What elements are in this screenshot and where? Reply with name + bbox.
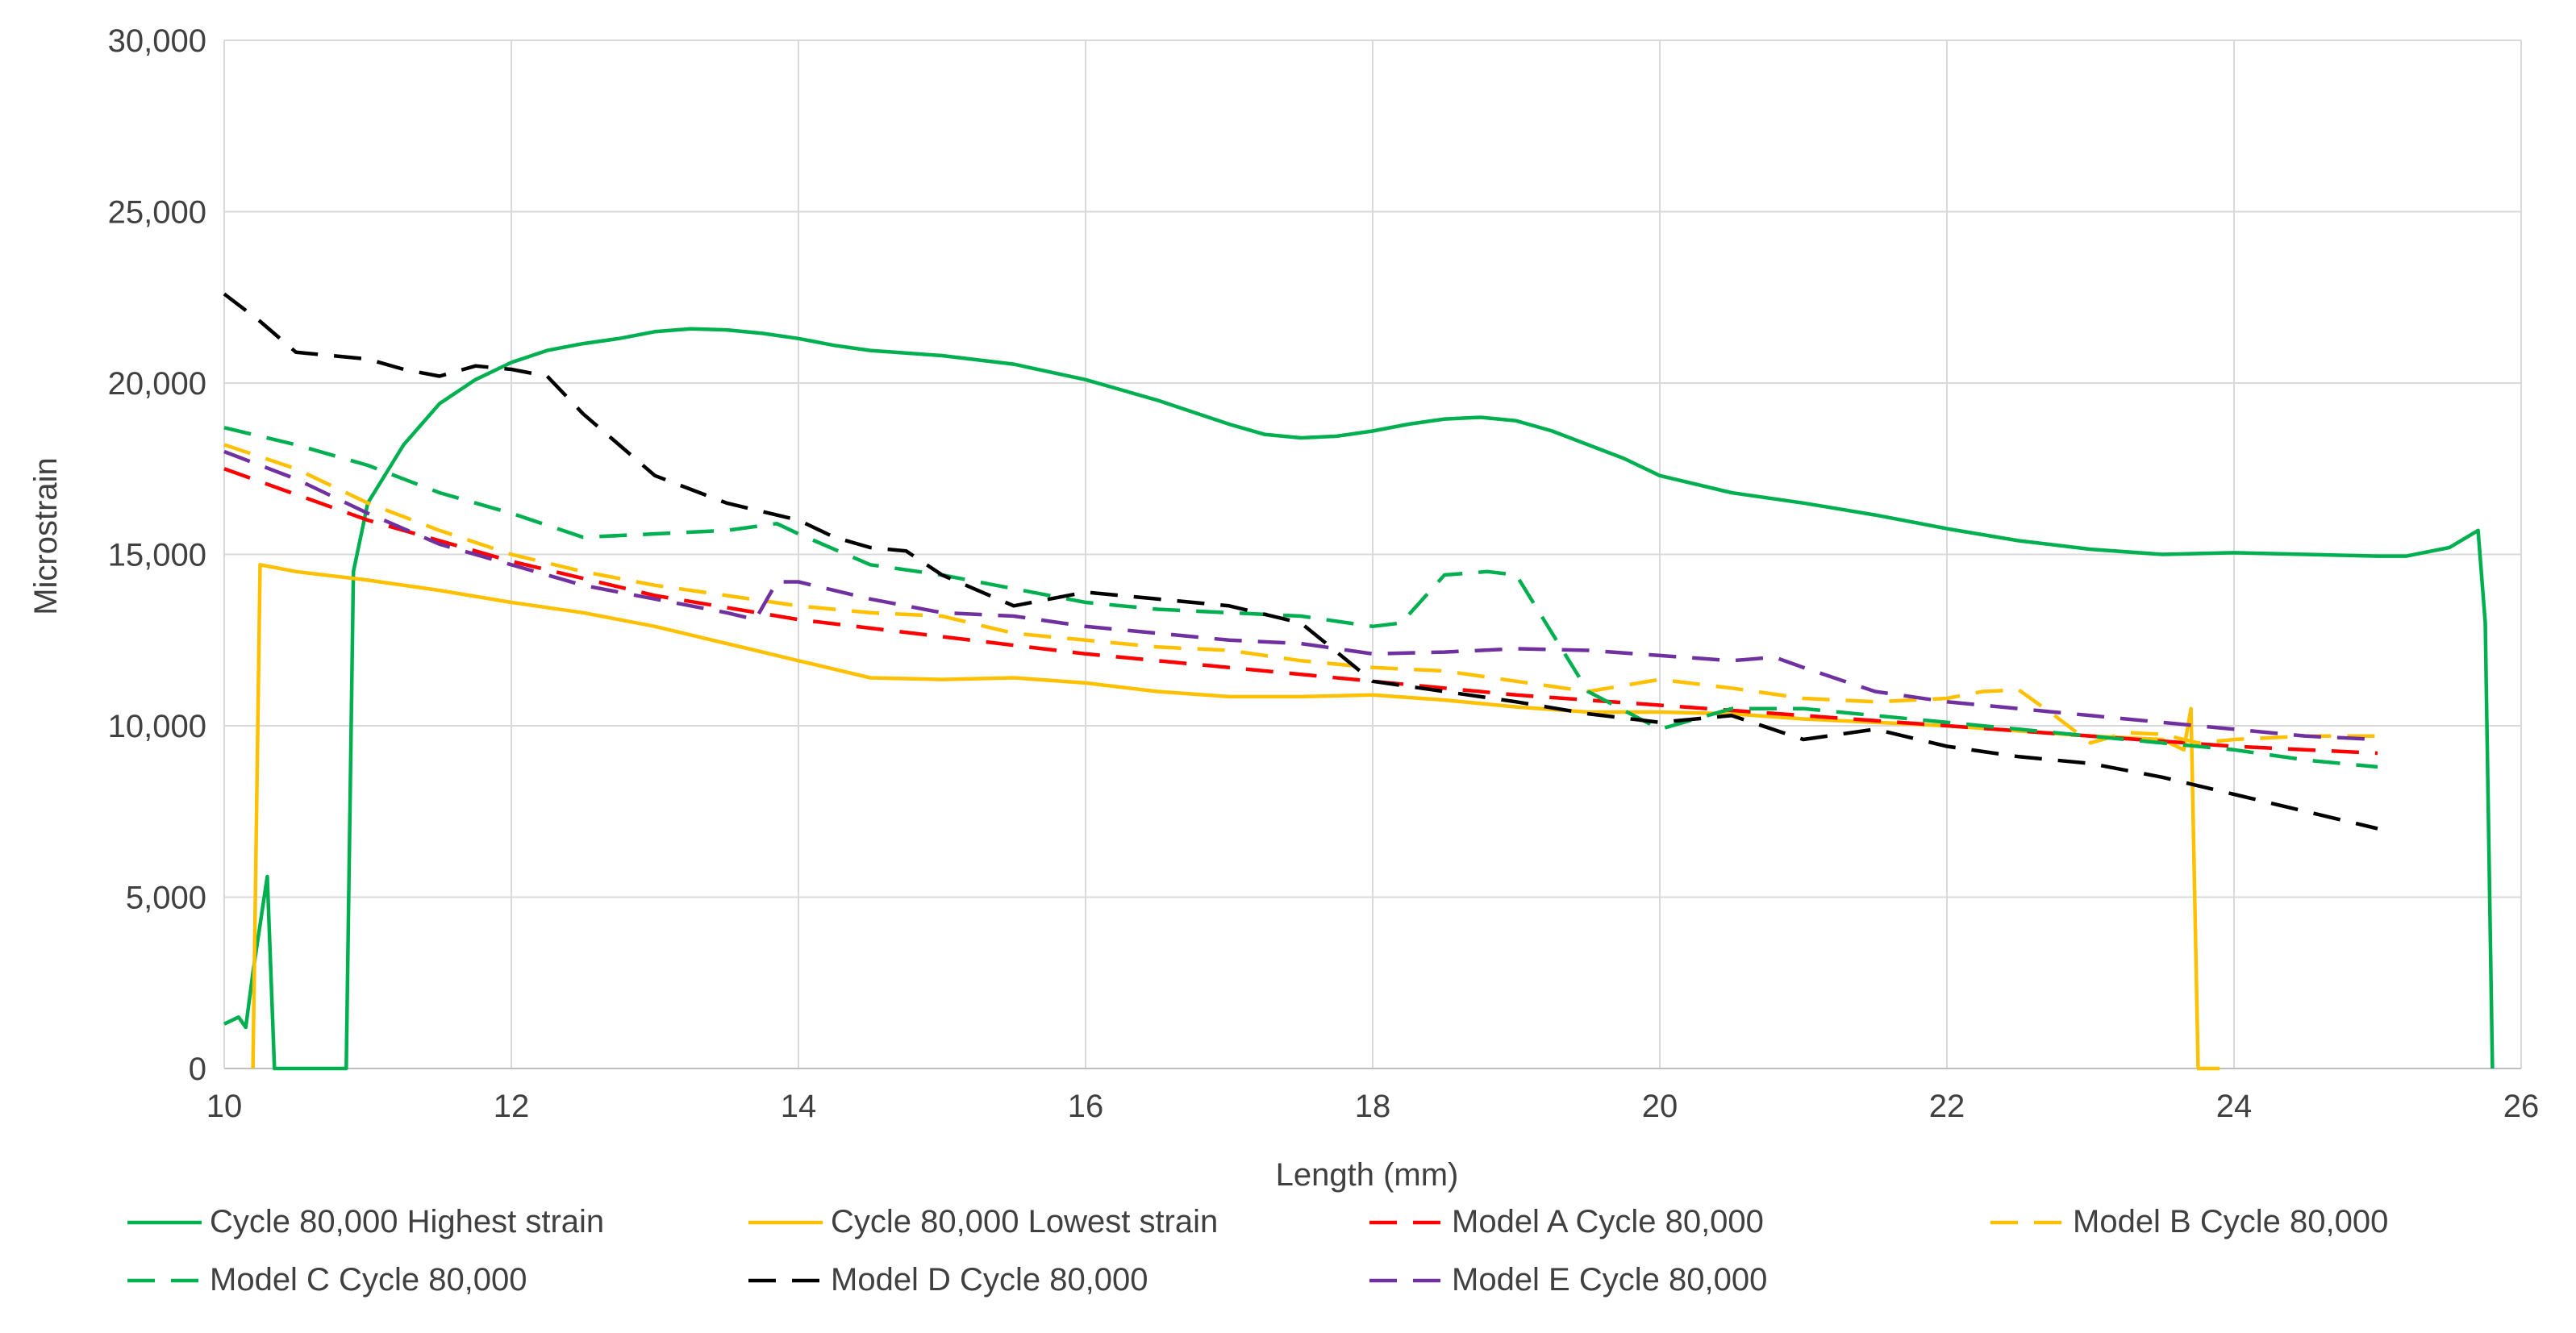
x-tick-label: 14 [781, 1089, 817, 1124]
legend: Cycle 80,000 Highest strain Cycle 80,000 … [127, 1204, 2388, 1298]
series-line-7 [223, 449, 2378, 742]
series-line-3 [223, 467, 2378, 756]
x-tick-label: 22 [1929, 1089, 1965, 1124]
legend-item-6: Model D Cycle 80,000 [748, 1262, 1148, 1298]
y-tick-label: 25,000 [108, 195, 206, 231]
series-line-1 [223, 327, 2495, 1071]
y-tick-label: 30,000 [108, 23, 206, 59]
x-tick-label: 20 [1642, 1089, 1678, 1124]
y-tick-label: 0 [189, 1052, 206, 1087]
x-tick-label: 10 [206, 1089, 243, 1124]
legend-label: Model C Cycle 80,000 [210, 1262, 527, 1298]
series-line-4 [223, 443, 2378, 745]
legend-item-5: Model C Cycle 80,000 [127, 1262, 527, 1298]
legend-item-7: Model E Cycle 80,000 [1369, 1262, 1767, 1298]
series-line-5 [223, 426, 2378, 769]
legend-label: Model B Cycle 80,000 [2073, 1204, 2388, 1239]
x-axis-title: Length (mm) [1276, 1157, 1459, 1193]
x-tick-label: 26 [2503, 1089, 2540, 1124]
y-tick-label: 20,000 [108, 366, 206, 402]
legend-item-1: Cycle 80,000 Highest strain [127, 1204, 604, 1239]
legend-label: Cycle 80,000 Lowest strain [831, 1204, 1218, 1239]
plot-series [223, 292, 2495, 1071]
legend-item-3: Model A Cycle 80,000 [1369, 1204, 1764, 1239]
legend-item-4: Model B Cycle 80,000 [1990, 1204, 2388, 1239]
tick-labels: 0 5,000 10,000 15,000 20,000 25,000 30,000 10 12… [108, 23, 2540, 1124]
x-tick-label: 24 [2216, 1089, 2253, 1124]
y-tick-label: 15,000 [108, 538, 206, 573]
legend-item-2: Cycle 80,000 Lowest strain [748, 1204, 1218, 1239]
legend-label: Model E Cycle 80,000 [1452, 1262, 1767, 1298]
y-tick-label: 10,000 [108, 709, 206, 744]
x-tick-label: 18 [1355, 1089, 1391, 1124]
series-line-6 [223, 292, 2378, 831]
legend-label: Model D Cycle 80,000 [831, 1262, 1148, 1298]
axes [223, 40, 2521, 1069]
x-tick-label: 16 [1068, 1089, 1104, 1124]
legend-label: Cycle 80,000 Highest strain [210, 1204, 604, 1239]
y-axis-title: Microstrain [28, 457, 64, 615]
y-tick-label: 5,000 [126, 881, 206, 916]
legend-label: Model A Cycle 80,000 [1452, 1204, 1764, 1239]
x-tick-label: 12 [494, 1089, 530, 1124]
